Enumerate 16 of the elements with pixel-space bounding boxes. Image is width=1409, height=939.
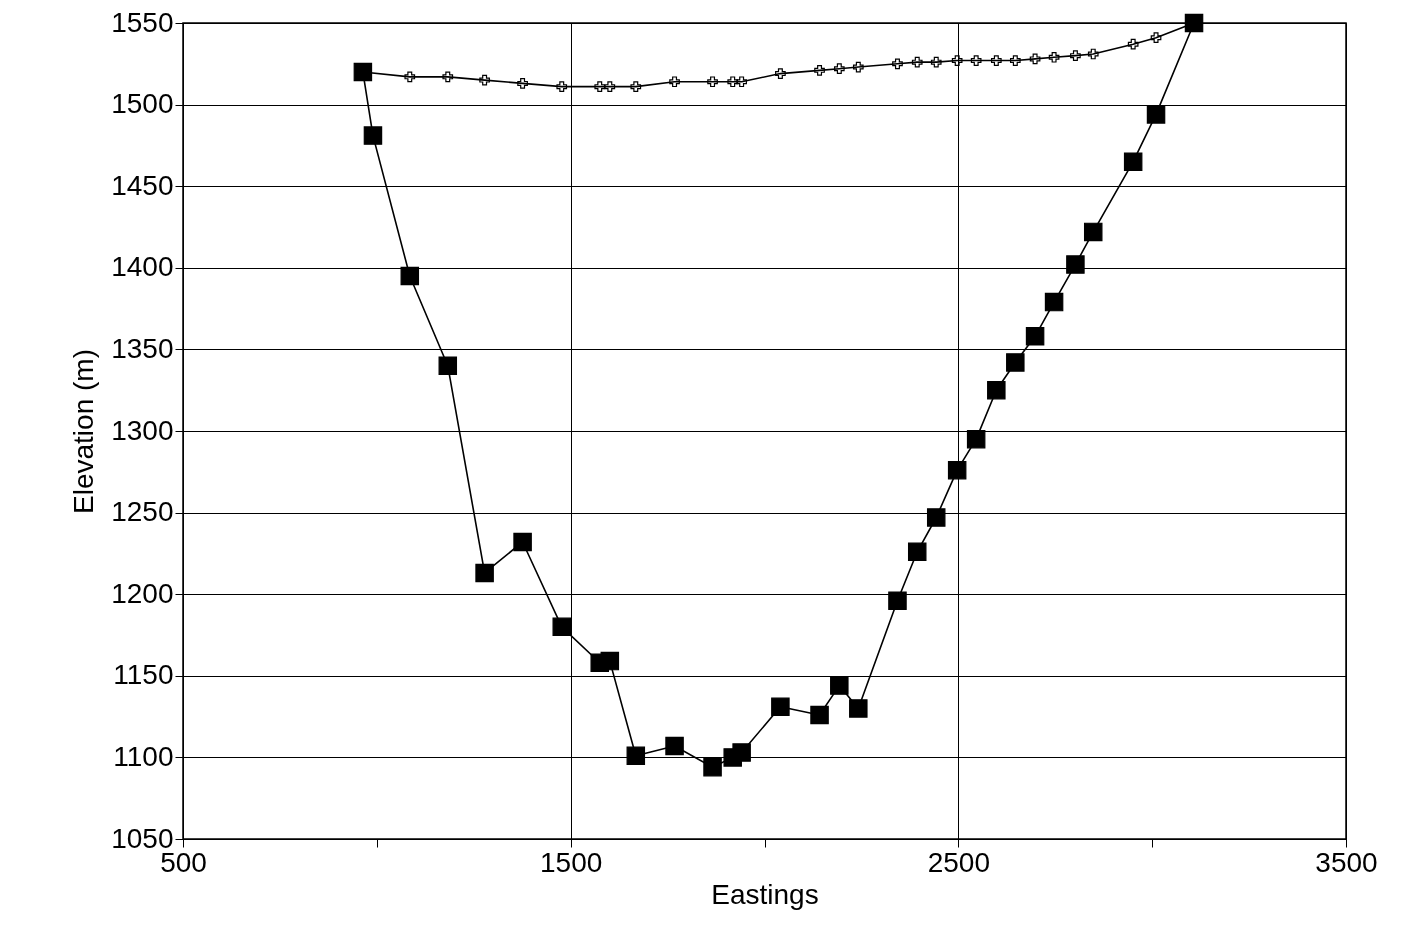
y-tick-label: 1500	[111, 88, 174, 120]
y-axis-title: Elevation (m)	[68, 349, 100, 514]
y-tick-label: 1100	[113, 740, 174, 772]
x-tick-label: 3500	[1315, 846, 1378, 878]
x-axis-title: Eastings	[711, 878, 819, 910]
y-tick-label: 1400	[111, 251, 174, 283]
y-tick-label: 1050	[111, 822, 174, 854]
y-tick-label: 1150	[113, 659, 174, 691]
y-tick-label: 1300	[111, 414, 174, 446]
y-tick-label: 1350	[111, 332, 174, 364]
y-tick-label: 1550	[111, 6, 174, 38]
y-tick-label: 1450	[111, 169, 174, 201]
x-tick-label: 2500	[927, 846, 990, 878]
y-tick-label: 1250	[111, 496, 174, 528]
x-tick-label: 1500	[540, 846, 603, 878]
y-tick-label: 1200	[111, 577, 174, 609]
